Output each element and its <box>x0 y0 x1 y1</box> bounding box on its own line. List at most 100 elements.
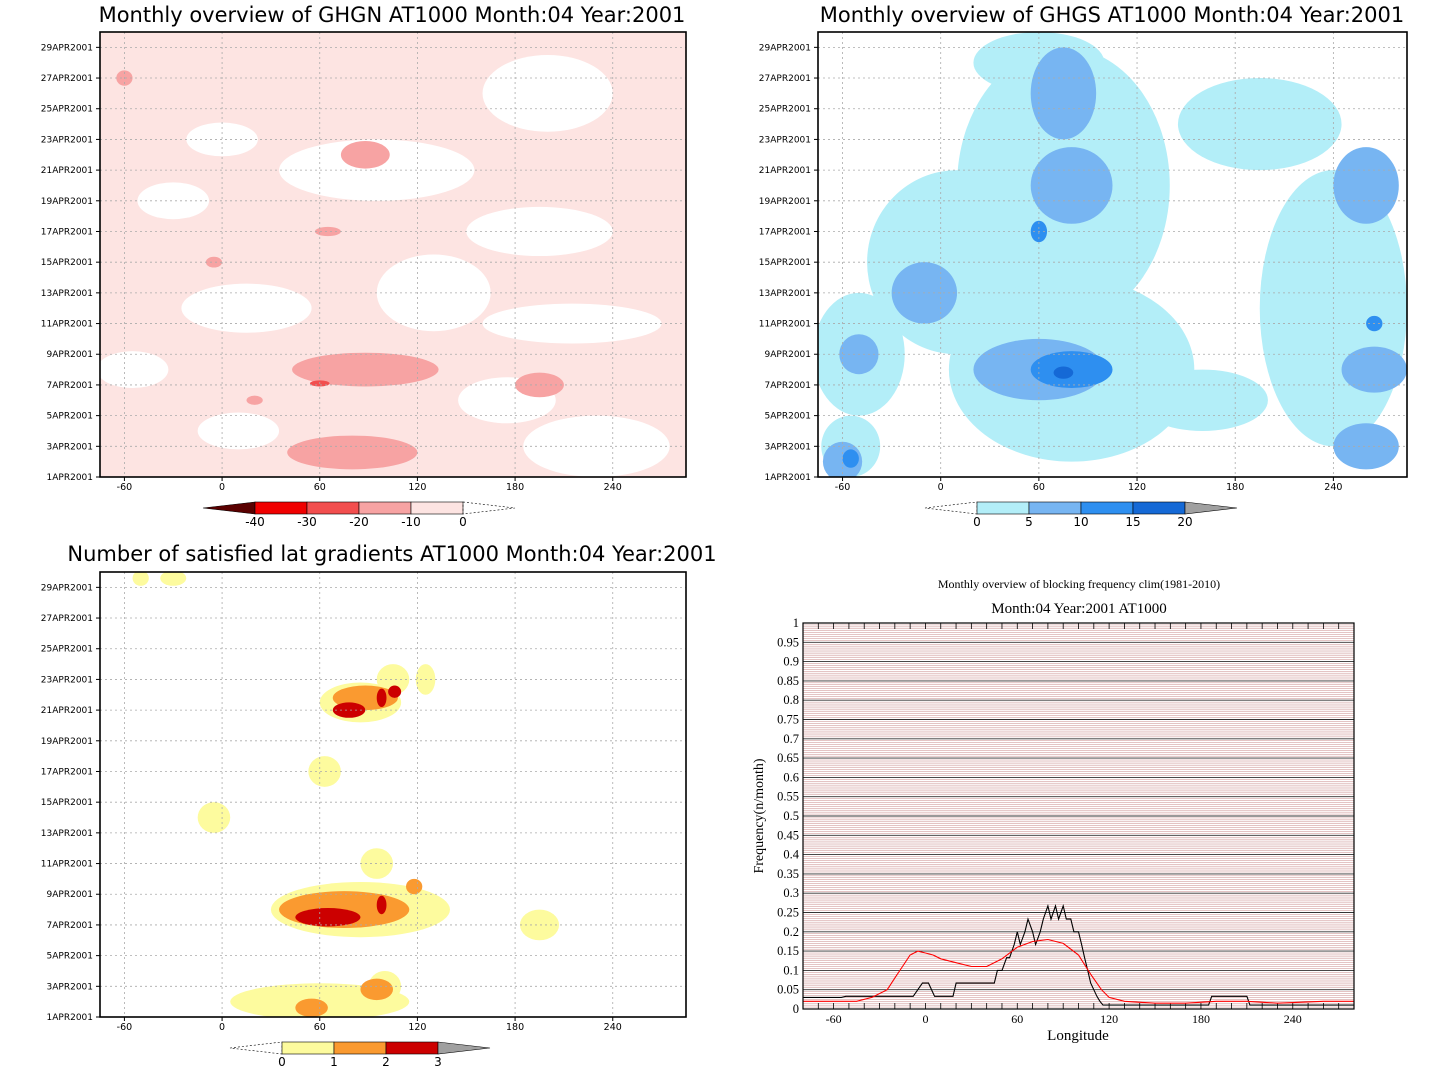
contour-region-21 <box>842 449 859 468</box>
colorbar-label-0: 0 <box>973 515 981 529</box>
colorbar: 0 5 10 15 20 <box>924 501 1238 529</box>
x-tick-label-4: 180 <box>1226 482 1244 493</box>
colorbar-swatch-1 <box>1028 501 1082 515</box>
y-tick-label-11: 0.55 <box>777 790 799 804</box>
y-tick-label-1: 3APR2001 <box>765 442 811 452</box>
colorbar-triangle-low <box>924 501 978 515</box>
panel4-blocking-frequency-line-chart: 0 0.05 0.1 0.15 0.2 0.25 0.3 0.35 0.4 0.45 0.5 0.55… <box>777 616 1355 1026</box>
contour-region-5 <box>181 283 312 333</box>
x-tick-label-5: 240 <box>1284 1012 1302 1026</box>
y-tick-label-10: 21APR2001 <box>41 166 93 176</box>
y-tick-label-11: 23APR2001 <box>41 135 93 145</box>
contour-region-17 <box>287 435 418 470</box>
panel4-xlabel: Longitude <box>1047 1028 1109 1044</box>
colorbar: -40 -30 -20 -10 0 <box>202 501 516 529</box>
x-tick-label-3: 120 <box>1128 482 1146 493</box>
contour-region-6 <box>197 802 231 833</box>
panel2-ghgs-heatmap: -60 0 60 120 180 240 1APR2001 3APR2001 5APR2001 7… <box>759 31 1408 529</box>
y-tick-label-8: 17APR2001 <box>759 227 811 237</box>
x-tick-label-3: 120 <box>408 1022 426 1033</box>
x-tick-label-5: 240 <box>604 1022 622 1033</box>
y-tick-label-19: 0.95 <box>777 635 799 649</box>
y-tick-label-5: 11APR2001 <box>41 320 93 330</box>
series-line-0 <box>803 903 1354 1006</box>
y-tick-label-12: 25APR2001 <box>41 645 93 655</box>
y-tick-label-6: 13APR2001 <box>41 829 93 839</box>
y-tick-label-14: 29APR2001 <box>41 583 93 593</box>
x-tick-label-1: 0 <box>219 1022 225 1033</box>
y-tick-label-0: 1APR2001 <box>47 473 93 483</box>
y-tick-label-4: 9APR2001 <box>765 350 811 360</box>
contour-region-17 <box>332 702 366 718</box>
contour-region-21 <box>376 895 387 915</box>
colorbar-swatch-3 <box>1132 501 1186 515</box>
colorbar-swatch-1 <box>254 501 308 515</box>
x-tick-label-3: 120 <box>1100 1012 1118 1026</box>
y-tick-label-11: 23APR2001 <box>41 675 93 685</box>
panel3-title: Number of satisfied lat gradients AT1000… <box>67 542 716 566</box>
contour-region-16 <box>406 878 423 895</box>
contour-region-2 <box>137 182 210 220</box>
y-tick-label-8: 17APR2001 <box>41 227 93 237</box>
plot-frame <box>817 31 1408 478</box>
y-tick-label-9: 0.45 <box>777 828 799 842</box>
plot-frame <box>99 571 687 1018</box>
plot-frame <box>802 622 1355 1010</box>
y-tick-label-7: 15APR2001 <box>41 798 93 808</box>
x-tick-label-1: 0 <box>922 1012 928 1026</box>
colorbar-label-2: 2 <box>382 1055 390 1069</box>
y-tick-label-1: 3APR2001 <box>47 982 93 992</box>
y-tick-label-14: 29APR2001 <box>759 43 811 53</box>
contour-region-18 <box>376 688 387 708</box>
y-tick-label-8: 17APR2001 <box>41 767 93 777</box>
colorbar-triangle-high <box>437 1041 491 1055</box>
contour-region-14 <box>205 256 223 268</box>
colorbar-label-3: -10 <box>401 515 421 529</box>
y-tick-label-7: 15APR2001 <box>41 258 93 268</box>
y-tick-label-12: 25APR2001 <box>759 105 811 115</box>
y-tick-label-6: 13APR2001 <box>41 289 93 299</box>
y-tick-label-5: 11APR2001 <box>759 320 811 330</box>
contour-region-6 <box>482 303 662 344</box>
x-tick-label-0: -60 <box>835 482 851 493</box>
y-tick-label-4: 9APR2001 <box>47 890 93 900</box>
y-tick-label-13: 0.65 <box>777 751 799 765</box>
x-tick-label-2: 60 <box>314 482 326 493</box>
panel1-ghgn-heatmap: -60 0 60 120 180 240 1APR2001 3APR2001 5APR2001 7… <box>41 31 687 529</box>
y-tick-label-5: 0.25 <box>777 906 799 920</box>
colorbar-label-1: 1 <box>330 1055 338 1069</box>
colorbar-swatch-3 <box>358 501 412 515</box>
colorbar-triangle-high <box>1184 501 1238 515</box>
x-tick-label-0: -60 <box>117 1022 133 1033</box>
contour-region-14 <box>1333 147 1399 224</box>
contour-region-19 <box>388 685 402 698</box>
panel4-title: Monthly overview of blocking frequency c… <box>938 577 1220 591</box>
y-tick-label-0: 1APR2001 <box>765 473 811 483</box>
panel3-lat-gradient-heatmap: -60 0 60 120 180 2401APR20013APR20015APR20017… <box>41 571 687 1069</box>
y-tick-label-3: 7APR2001 <box>47 921 93 931</box>
y-tick-label-10: 21APR2001 <box>41 706 93 716</box>
colorbar-triangle-high <box>462 501 516 515</box>
y-tick-label-16: 0.8 <box>783 693 799 707</box>
y-tick-label-3: 7APR2001 <box>47 381 93 391</box>
colorbar-triangle-low <box>229 1041 283 1055</box>
colorbar-label-2: 10 <box>1073 515 1088 529</box>
y-tick-label-13: 27APR2001 <box>759 74 811 84</box>
x-tick-label-0: -60 <box>117 482 133 493</box>
colorbar-swatch-0 <box>281 1041 335 1055</box>
contour-region-0 <box>132 572 149 586</box>
y-tick-label-7: 0.35 <box>777 867 799 881</box>
colorbar-swatch-1 <box>333 1041 387 1055</box>
y-tick-label-12: 0.6 <box>783 770 799 784</box>
y-tick-label-1: 0.05 <box>777 983 799 997</box>
contour-region-10 <box>1030 147 1113 224</box>
y-tick-label-7: 15APR2001 <box>759 258 811 268</box>
x-tick-label-5: 240 <box>1324 482 1342 493</box>
colorbar-label-1: 5 <box>1025 515 1033 529</box>
contour-region-10 <box>482 55 613 132</box>
contour-region-16 <box>292 352 439 387</box>
x-tick-label-2: 60 <box>1011 1012 1023 1026</box>
x-tick-label-4: 180 <box>506 1022 524 1033</box>
colorbar-label-0: 0 <box>278 1055 286 1069</box>
